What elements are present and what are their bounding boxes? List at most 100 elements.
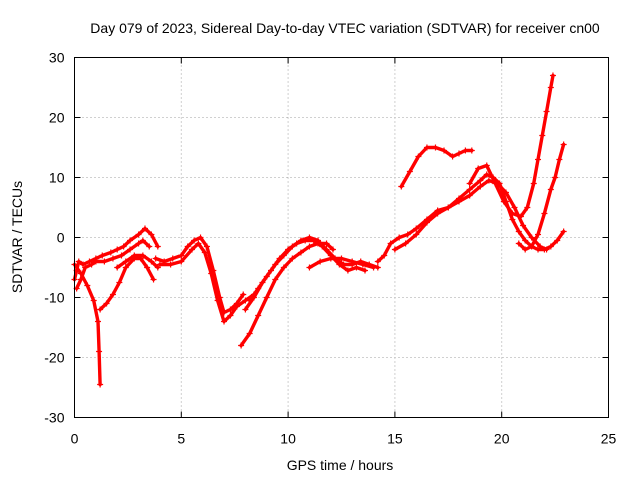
y-tick-label: -20	[44, 350, 64, 366]
data-point-marker	[560, 141, 567, 148]
data-point-marker	[543, 108, 550, 115]
data-point-marker	[466, 192, 473, 199]
data-point-marker	[353, 264, 360, 271]
grid-lines	[74, 57, 609, 418]
data-point-marker	[152, 255, 159, 262]
data-point-marker	[344, 267, 351, 274]
data-point-marker	[396, 234, 403, 241]
data-point-marker	[297, 249, 304, 256]
series-line	[158, 241, 256, 324]
data-point-marker	[466, 186, 473, 193]
data-point-marker	[515, 240, 522, 247]
data-point-marker	[77, 270, 84, 277]
data-point-marker	[528, 234, 535, 241]
y-tick-label: 10	[49, 170, 65, 186]
data-point-marker	[543, 246, 550, 253]
data-point-marker	[402, 240, 409, 247]
data-point-marker	[135, 240, 142, 247]
x-tick-label: 25	[601, 431, 617, 447]
y-tick-label: -30	[44, 410, 64, 426]
data-point-marker	[221, 318, 228, 325]
data-point-marker	[483, 171, 490, 178]
data-point-marker	[116, 279, 123, 286]
data-point-marker	[88, 261, 95, 268]
y-axis-title: SDTVAR / TECUs	[9, 181, 25, 293]
data-point-marker	[148, 258, 155, 265]
data-point-marker	[547, 243, 554, 250]
y-tick-labels: -30 -20 -10 0 10 20 30	[44, 50, 64, 426]
data-point-marker	[240, 291, 247, 298]
data-point-marker	[148, 231, 155, 238]
data-point-marker	[423, 219, 430, 226]
data-point-marker	[485, 177, 492, 184]
data-point-marker	[146, 243, 153, 250]
data-point-marker	[522, 246, 529, 253]
data-point-marker	[92, 258, 99, 265]
data-point-marker	[413, 225, 420, 232]
data-point-marker	[233, 303, 240, 310]
data-point-marker	[195, 240, 202, 247]
series-line	[468, 73, 555, 219]
data-point-marker	[75, 258, 82, 265]
data-point-marker	[317, 258, 324, 265]
data-point-marker	[338, 255, 345, 262]
series-line	[98, 256, 156, 312]
series-track-16	[515, 141, 567, 253]
data-point-marker	[329, 246, 336, 253]
y-tick-label: -10	[44, 290, 64, 306]
data-point-marker	[492, 180, 499, 187]
data-point-marker	[455, 150, 462, 157]
data-point-marker	[413, 231, 420, 238]
data-point-marker	[135, 231, 142, 238]
data-point-marker	[84, 282, 91, 289]
series-line	[399, 145, 474, 189]
series-line	[74, 238, 151, 291]
data-point-marker	[144, 264, 151, 271]
data-point-marker	[259, 279, 266, 286]
data-point-marker	[349, 258, 356, 265]
data-point-marker	[462, 147, 469, 154]
data-point-marker	[374, 258, 381, 265]
series-line	[72, 226, 160, 282]
data-point-marker	[361, 267, 368, 274]
series-track-4	[97, 255, 157, 313]
data-point-marker	[97, 381, 104, 388]
data-point-marker	[359, 261, 366, 268]
data-point-marker	[184, 243, 191, 250]
data-point-marker	[475, 165, 482, 172]
data-point-marker	[323, 240, 330, 247]
series-track-15	[466, 72, 556, 220]
data-point-marker	[82, 264, 89, 271]
series-line	[154, 235, 245, 315]
data-point-marker	[127, 237, 134, 244]
data-point-marker	[272, 276, 279, 283]
data-point-marker	[293, 240, 300, 247]
data-point-marker	[517, 213, 524, 220]
data-point-marker	[263, 294, 270, 301]
chart-title: Day 079 of 2023, Sidereal Day-to-day VTE…	[90, 20, 600, 36]
data-point-marker	[539, 132, 546, 139]
data-point-marker	[449, 153, 456, 160]
data-series-group	[71, 72, 567, 388]
data-point-marker	[141, 225, 148, 232]
data-point-marker	[515, 228, 522, 235]
data-point-marker	[94, 318, 101, 325]
data-point-marker	[468, 147, 475, 154]
data-point-marker	[530, 180, 537, 187]
x-tick-label: 10	[280, 431, 296, 447]
data-point-marker	[381, 252, 388, 259]
x-tick-labels: 0 5 10 15 20 25	[71, 431, 617, 447]
data-point-marker	[191, 237, 198, 244]
x-axis-title: GPS time / hours	[287, 457, 394, 473]
data-point-marker	[441, 147, 448, 154]
data-point-marker	[114, 246, 121, 253]
data-point-marker	[276, 255, 283, 262]
data-point-marker	[101, 258, 108, 265]
data-point-marker	[250, 294, 257, 301]
data-point-marker	[524, 204, 531, 211]
data-point-marker	[455, 198, 462, 205]
data-point-marker	[509, 216, 516, 223]
data-point-marker	[90, 297, 97, 304]
data-point-marker	[139, 252, 146, 259]
